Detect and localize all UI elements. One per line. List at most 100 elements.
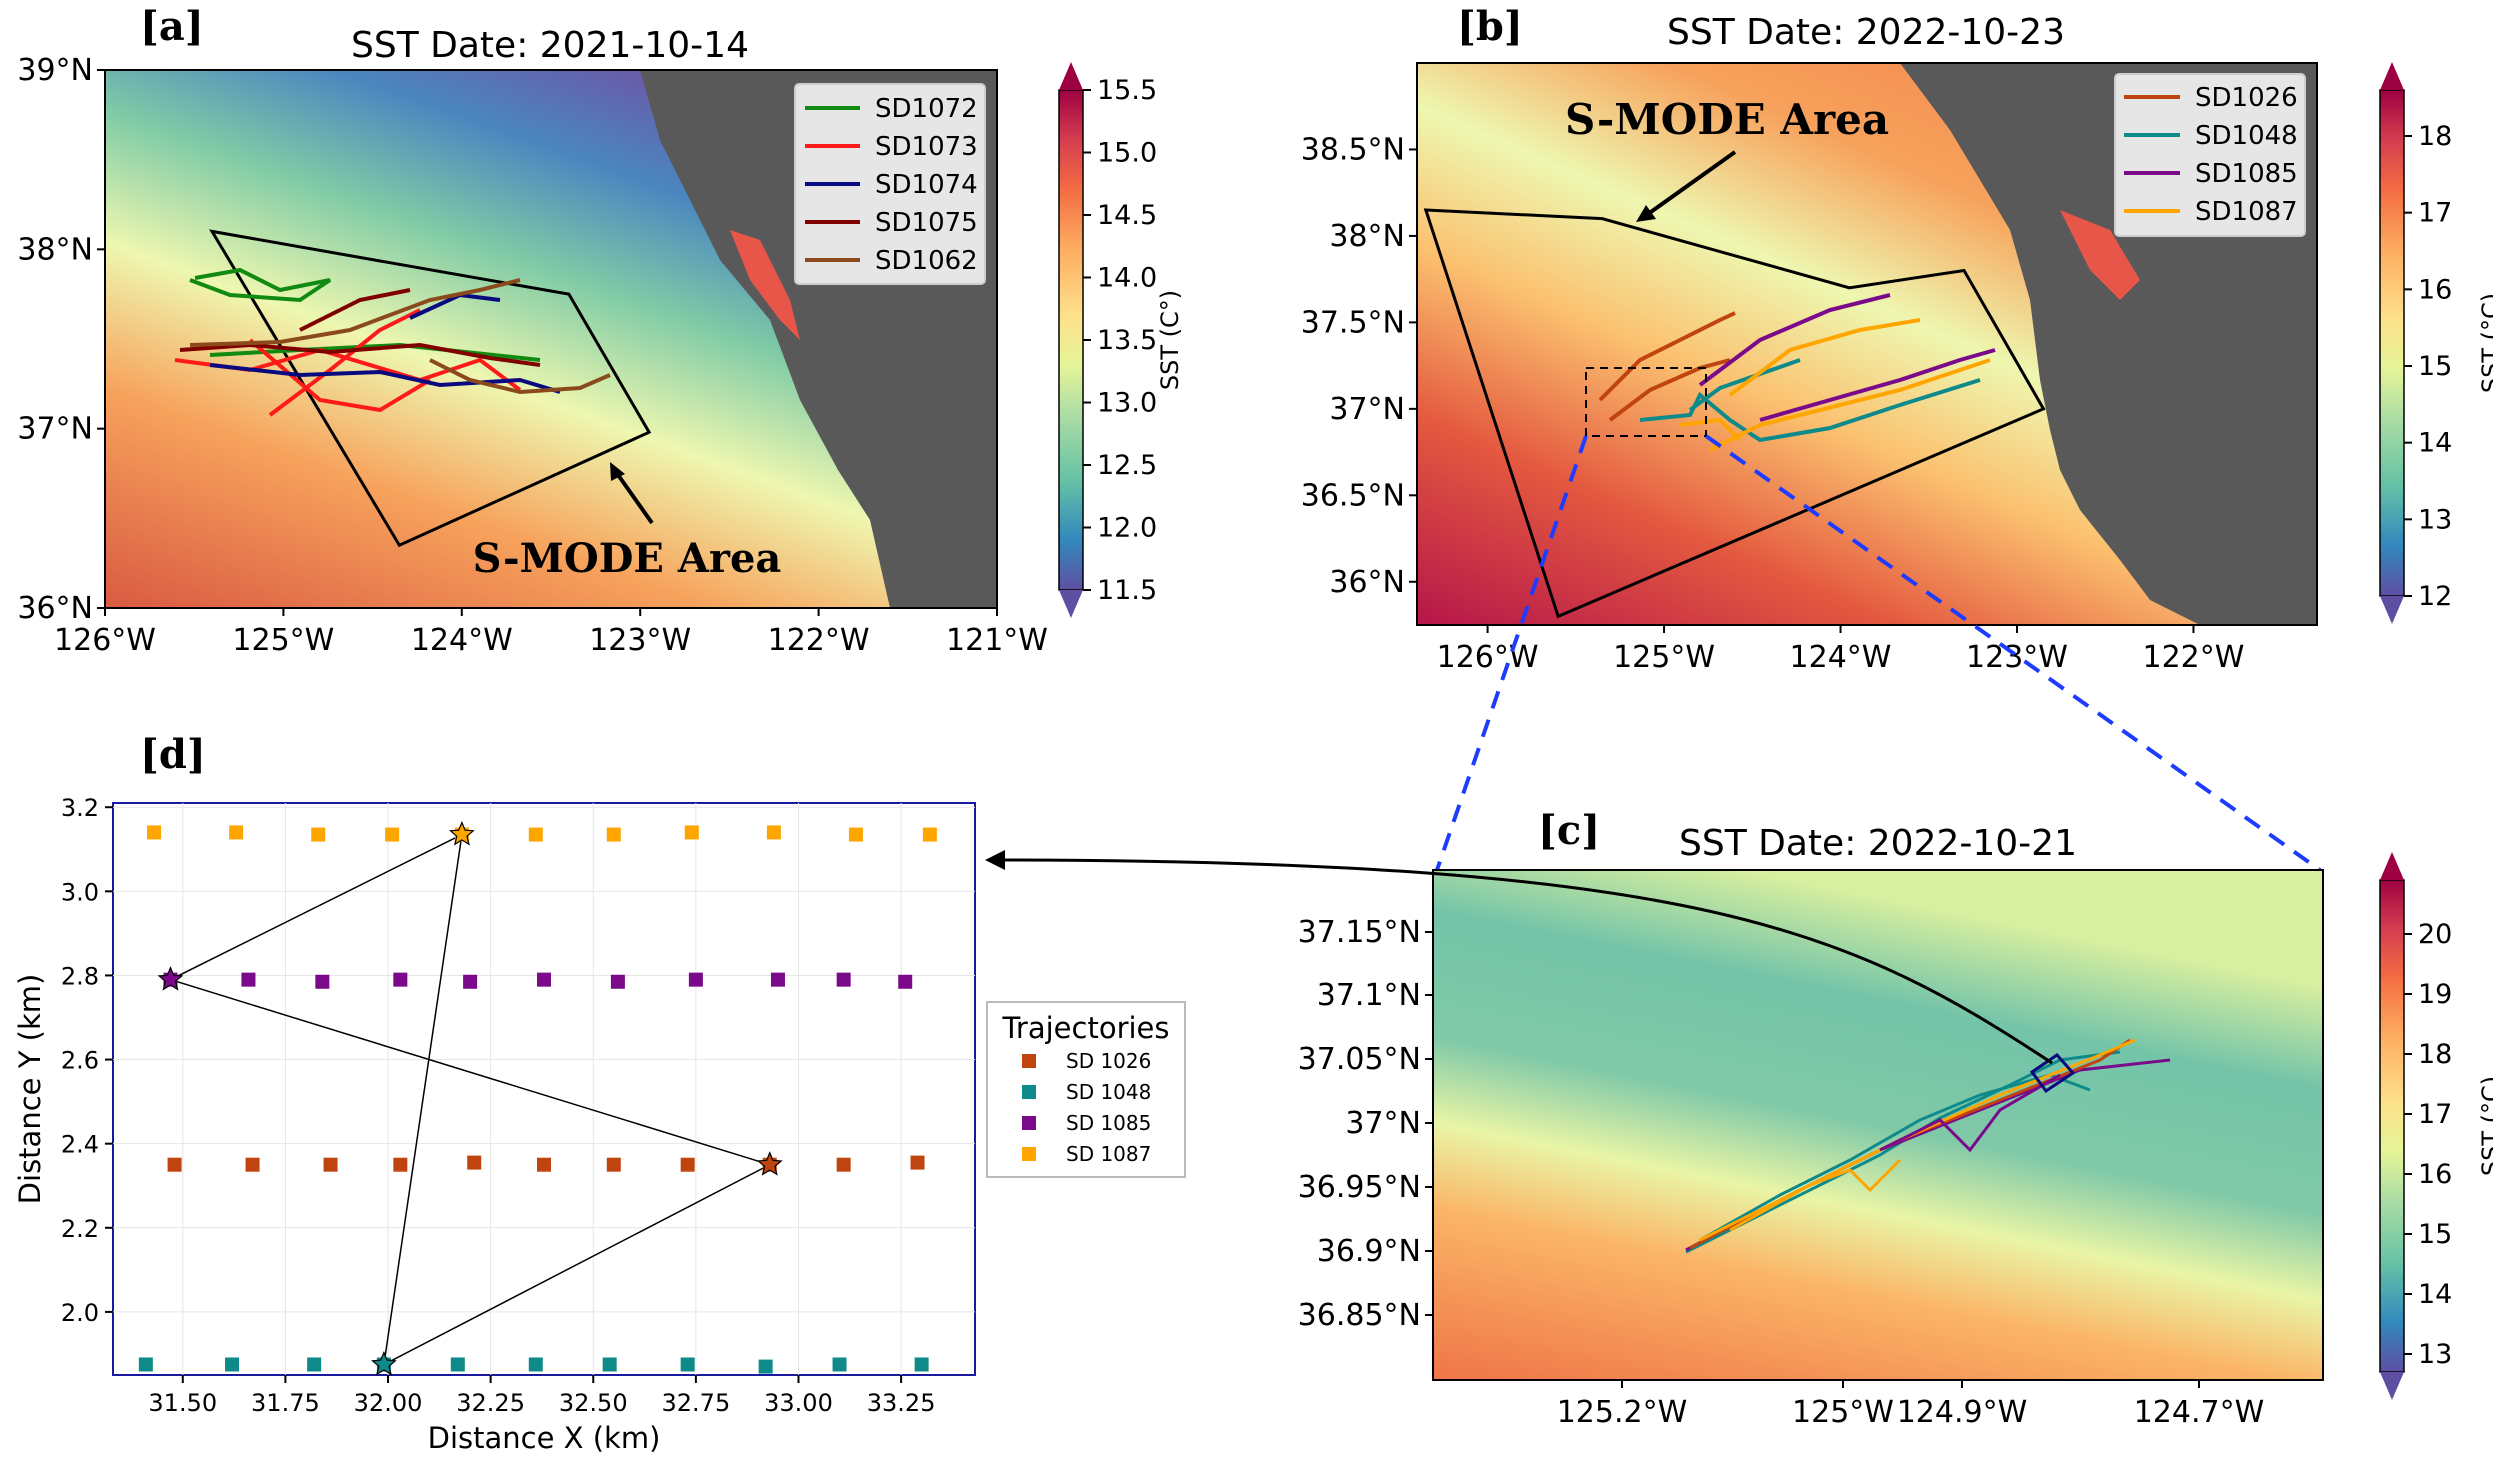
colorbar-tick-label: 18 bbox=[2418, 121, 2452, 152]
panel-label-d: [d] bbox=[140, 731, 206, 778]
legend-a-label: SD1072 bbox=[875, 94, 978, 124]
map-c bbox=[1432, 869, 2324, 1381]
colorbar-tick-label: 12 bbox=[2418, 581, 2452, 612]
colorbar-label: SST (°C) bbox=[2477, 1076, 2493, 1176]
colorbar-tick-label: 14 bbox=[2418, 428, 2452, 459]
lat-tick-label: 38.5°N bbox=[1301, 132, 1405, 167]
point-sd1048 bbox=[914, 1357, 929, 1372]
colorbar-tick-label: 12.5 bbox=[1097, 450, 1157, 481]
legend-d-title: Trajectories bbox=[1001, 1011, 1169, 1045]
y-tick-label: 3.2 bbox=[61, 794, 99, 822]
point-sd1085 bbox=[770, 972, 785, 987]
map-c-axes: 125.2°W 125°W 124.9°W 124.7°W 37.15°N 37.1°N 3… bbox=[1298, 915, 2265, 1430]
panel-a-title: SST Date: 2021-10-14 bbox=[351, 25, 749, 66]
legend-a-box bbox=[794, 83, 986, 285]
map-c-trajectories bbox=[1685, 1038, 2171, 1254]
trajectory-a-sd1062 bbox=[189, 278, 611, 395]
lat-tick-label: 36.85°N bbox=[1298, 1298, 1421, 1333]
lat-tick-label: 39°N bbox=[17, 53, 93, 88]
y-axis-title-d: Distance Y (km) bbox=[13, 974, 47, 1205]
lon-tick-label: 124°W bbox=[1790, 640, 1892, 675]
map-a-trajectories bbox=[174, 267, 611, 417]
point-sd1048 bbox=[307, 1357, 322, 1372]
lon-tick-label: 122°W bbox=[2143, 640, 2245, 675]
colorbar-tick-label: 13 bbox=[2418, 1339, 2452, 1370]
map-a-axes: 126°W 125°W 124°W 123°W 122°W 121°W 39°N 38°N 37… bbox=[17, 53, 1048, 658]
colorbar-b: 18 17 16 15 14 13 12 SST (°C) bbox=[2379, 62, 2493, 624]
lat-tick-label: 37.15°N bbox=[1298, 915, 1421, 950]
colorbar-c: 20 19 18 17 16 15 14 13 SST (°C) bbox=[2379, 852, 2493, 1400]
map-b: S-MODE Area SD1026 SD1048 SD1085 SD1087 bbox=[1416, 62, 2318, 626]
point-sd1085 bbox=[836, 972, 851, 987]
point-sd1085 bbox=[688, 972, 703, 987]
map-a: S-MODE Area SD1072SD1073SD1074SD1075SD10… bbox=[104, 69, 998, 609]
legend-d-swatch bbox=[1022, 1147, 1036, 1161]
zoom-box-b bbox=[1585, 367, 1707, 437]
colorbar-tick-label: 12.0 bbox=[1097, 513, 1157, 544]
colorbar-tick-label: 20 bbox=[2418, 919, 2452, 950]
legend-d-swatch bbox=[1022, 1085, 1036, 1099]
point-sd1085 bbox=[393, 972, 408, 987]
colorbar-label: SST (°C) bbox=[2477, 293, 2493, 393]
point-sd1085 bbox=[463, 974, 478, 989]
colorbar-extend-bottom bbox=[2380, 596, 2404, 624]
map-c-sst-field bbox=[1433, 870, 2323, 1380]
lat-tick-label: 37.05°N bbox=[1298, 1042, 1421, 1077]
point-sd1026 bbox=[323, 1157, 338, 1172]
colorbar-extend-top bbox=[2380, 852, 2404, 880]
colorbar-tick-label: 14.5 bbox=[1097, 200, 1157, 231]
point-sd1026 bbox=[836, 1157, 851, 1172]
colorbar-gradient bbox=[2379, 879, 2405, 1373]
lat-tick-label: 36.9°N bbox=[1317, 1234, 1421, 1269]
s-mode-arrowhead-a bbox=[610, 462, 625, 481]
point-sd1087 bbox=[766, 825, 781, 840]
lon-tick-label: 125.2°W bbox=[1557, 1395, 1688, 1430]
legend-a: SD1072 SD1073 SD1074 SD1075 SD1062 bbox=[794, 83, 986, 285]
trajectory-b-sd1026 bbox=[1598, 311, 1736, 422]
point-sd1087 bbox=[684, 825, 699, 840]
lon-tick-label: 125°W bbox=[1792, 1395, 1894, 1430]
lat-tick-label: 37°N bbox=[1329, 392, 1405, 427]
lat-tick-label: 37°N bbox=[1345, 1106, 1421, 1141]
map-b-frame bbox=[1416, 62, 2318, 626]
lon-tick-label: 124.7°W bbox=[2134, 1395, 2265, 1430]
y-tick-label: 2.0 bbox=[61, 1299, 99, 1327]
lat-tick-label: 36°N bbox=[17, 591, 93, 626]
colorbar-tick-label: 15 bbox=[2418, 351, 2452, 382]
point-sd1048 bbox=[602, 1357, 617, 1372]
legend-d-label: SD 1085 bbox=[1066, 1111, 1151, 1135]
point-sd1048 bbox=[758, 1359, 773, 1374]
zoom-connector-right bbox=[1704, 434, 2322, 872]
lon-tick-label: 123°W bbox=[1966, 640, 2068, 675]
s-mode-area-polygon-b bbox=[1423, 208, 2046, 619]
lat-tick-label: 37°N bbox=[17, 412, 93, 447]
colorbar-tick-label: 16 bbox=[2418, 274, 2452, 305]
lon-tick-label: 121°W bbox=[946, 623, 1048, 658]
y-tick-label: 2.2 bbox=[61, 1215, 99, 1243]
colorbar-tick-label: 17 bbox=[2418, 1099, 2452, 1130]
colorbar-tick-label: 19 bbox=[2418, 979, 2452, 1010]
legend-d-label: SD 1026 bbox=[1066, 1049, 1151, 1073]
point-sd1026 bbox=[393, 1157, 408, 1172]
y-tick-label: 2.6 bbox=[61, 1047, 99, 1075]
colorbar-tick-label: 15.0 bbox=[1097, 138, 1157, 169]
legend-a-label: SD1074 bbox=[875, 170, 978, 200]
legend-b-box bbox=[2114, 73, 2306, 237]
point-sd1087 bbox=[311, 827, 326, 842]
colorbar-tick-label: 15.5 bbox=[1097, 75, 1157, 106]
point-sd1087 bbox=[922, 827, 937, 842]
lat-tick-label: 37.1°N bbox=[1317, 978, 1421, 1013]
lon-tick-label: 125°W bbox=[1613, 640, 1715, 675]
lon-tick-label: 123°W bbox=[589, 623, 691, 658]
map-a-frame bbox=[104, 69, 998, 609]
point-sd1048 bbox=[225, 1357, 240, 1372]
legend-a-label: SD1075 bbox=[875, 208, 978, 238]
s-mode-area-polygon-a bbox=[209, 229, 652, 548]
legend-a-label: SD1073 bbox=[875, 132, 978, 162]
corner-star bbox=[449, 820, 475, 846]
point-sd1085 bbox=[537, 972, 551, 987]
legend-b-label: SD1087 bbox=[2195, 197, 2298, 227]
point-sd1026 bbox=[467, 1155, 482, 1170]
panel-b-title: SST Date: 2022-10-23 bbox=[1667, 12, 2065, 53]
